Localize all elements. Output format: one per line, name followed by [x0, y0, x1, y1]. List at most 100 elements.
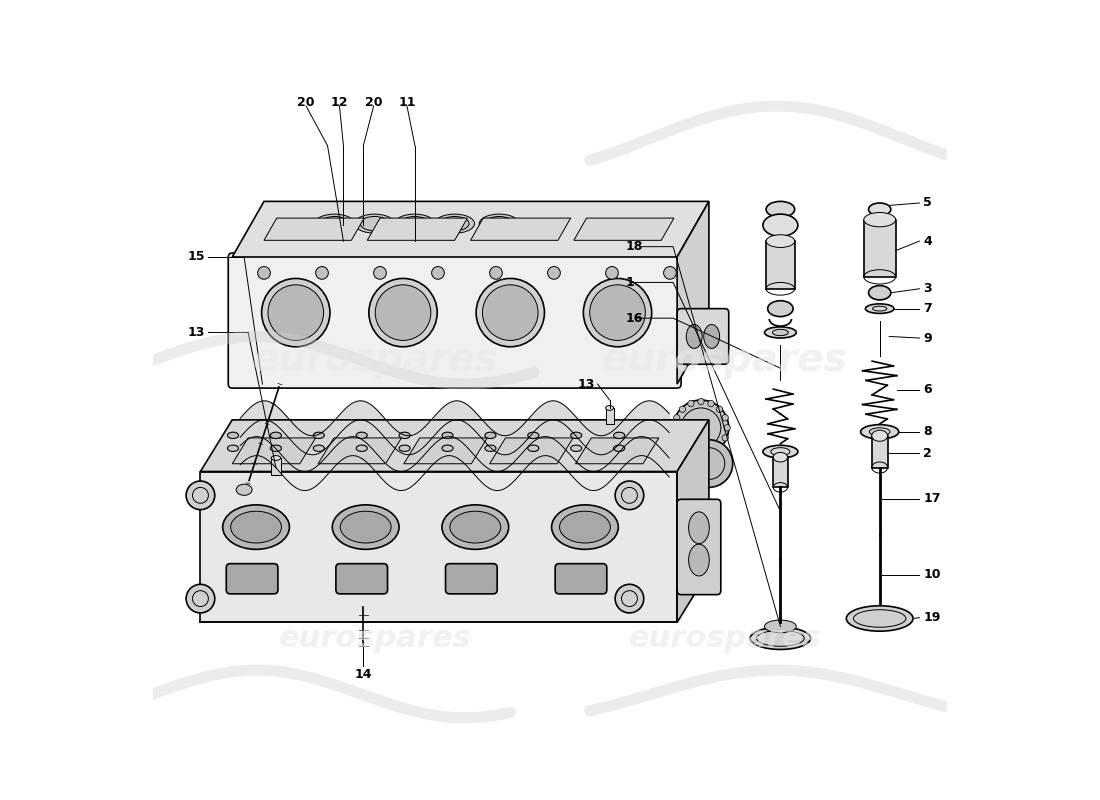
- Ellipse shape: [395, 214, 434, 233]
- Ellipse shape: [614, 432, 625, 438]
- Polygon shape: [574, 218, 674, 240]
- Bar: [272, 458, 280, 475]
- FancyBboxPatch shape: [227, 564, 278, 594]
- Ellipse shape: [679, 406, 685, 413]
- Ellipse shape: [476, 278, 544, 346]
- Text: 20: 20: [365, 95, 383, 109]
- Ellipse shape: [231, 511, 282, 543]
- Ellipse shape: [704, 325, 719, 348]
- Ellipse shape: [314, 432, 324, 438]
- FancyBboxPatch shape: [229, 253, 681, 388]
- Ellipse shape: [615, 584, 644, 613]
- Bar: [773, 457, 788, 487]
- Ellipse shape: [688, 401, 694, 406]
- Text: 19: 19: [923, 611, 940, 624]
- Text: 13: 13: [578, 378, 594, 390]
- Polygon shape: [264, 218, 364, 240]
- Ellipse shape: [399, 432, 410, 438]
- Ellipse shape: [722, 434, 728, 441]
- Text: 4: 4: [923, 234, 932, 248]
- Ellipse shape: [485, 445, 496, 451]
- Ellipse shape: [271, 432, 282, 438]
- Ellipse shape: [314, 445, 324, 451]
- Text: 18: 18: [626, 240, 642, 253]
- Ellipse shape: [583, 278, 651, 346]
- Ellipse shape: [316, 266, 329, 279]
- Text: 10: 10: [923, 568, 940, 582]
- Ellipse shape: [673, 400, 729, 456]
- Ellipse shape: [356, 432, 367, 438]
- Ellipse shape: [442, 505, 508, 550]
- Ellipse shape: [707, 401, 714, 406]
- Ellipse shape: [442, 445, 453, 451]
- Ellipse shape: [866, 304, 894, 314]
- Ellipse shape: [399, 445, 410, 451]
- Text: 2: 2: [923, 446, 932, 460]
- Ellipse shape: [483, 285, 538, 341]
- FancyBboxPatch shape: [678, 499, 721, 594]
- Ellipse shape: [450, 511, 500, 543]
- Ellipse shape: [442, 432, 453, 438]
- Text: 17: 17: [923, 492, 940, 505]
- Ellipse shape: [262, 278, 330, 346]
- Ellipse shape: [315, 214, 354, 233]
- Ellipse shape: [490, 266, 503, 279]
- Ellipse shape: [340, 511, 392, 543]
- Polygon shape: [678, 420, 708, 622]
- Text: eurospares: eurospares: [602, 342, 848, 379]
- Ellipse shape: [272, 456, 280, 460]
- Ellipse shape: [434, 214, 474, 233]
- Ellipse shape: [560, 511, 610, 543]
- Text: 6: 6: [923, 383, 932, 396]
- Text: eurospares: eurospares: [628, 624, 822, 653]
- Text: 13: 13: [188, 326, 206, 339]
- Ellipse shape: [551, 505, 618, 550]
- Ellipse shape: [236, 484, 252, 495]
- Text: eurospares: eurospares: [252, 342, 498, 379]
- Polygon shape: [678, 202, 708, 384]
- Ellipse shape: [663, 266, 676, 279]
- Polygon shape: [200, 420, 708, 471]
- Ellipse shape: [590, 285, 646, 341]
- Ellipse shape: [368, 278, 437, 346]
- Ellipse shape: [716, 406, 723, 413]
- Ellipse shape: [773, 453, 788, 462]
- Text: 3: 3: [923, 282, 932, 295]
- Ellipse shape: [872, 430, 888, 442]
- Ellipse shape: [374, 266, 386, 279]
- Ellipse shape: [228, 432, 239, 438]
- Bar: [766, 241, 794, 289]
- Ellipse shape: [869, 286, 891, 300]
- Ellipse shape: [697, 398, 704, 405]
- Text: 15: 15: [188, 250, 206, 263]
- Ellipse shape: [686, 325, 702, 348]
- FancyBboxPatch shape: [446, 564, 497, 594]
- Ellipse shape: [485, 432, 496, 438]
- Ellipse shape: [571, 432, 582, 438]
- Ellipse shape: [766, 234, 794, 247]
- Ellipse shape: [768, 301, 793, 317]
- Ellipse shape: [528, 445, 539, 451]
- Ellipse shape: [846, 606, 913, 631]
- Bar: [606, 408, 614, 424]
- Polygon shape: [575, 438, 659, 464]
- Ellipse shape: [766, 202, 794, 218]
- Bar: [200, 471, 678, 622]
- Polygon shape: [232, 438, 316, 464]
- Ellipse shape: [480, 214, 519, 233]
- Ellipse shape: [186, 481, 214, 510]
- Text: 8: 8: [923, 426, 932, 438]
- Ellipse shape: [222, 505, 289, 550]
- Text: 7: 7: [923, 302, 932, 315]
- Ellipse shape: [772, 330, 789, 336]
- Ellipse shape: [375, 285, 431, 341]
- Ellipse shape: [764, 327, 796, 338]
- Text: 12: 12: [331, 95, 349, 109]
- Text: 20: 20: [297, 95, 315, 109]
- Ellipse shape: [689, 544, 710, 576]
- Ellipse shape: [671, 425, 678, 431]
- Ellipse shape: [679, 443, 685, 450]
- Ellipse shape: [763, 214, 798, 236]
- Ellipse shape: [257, 266, 271, 279]
- Ellipse shape: [697, 451, 704, 457]
